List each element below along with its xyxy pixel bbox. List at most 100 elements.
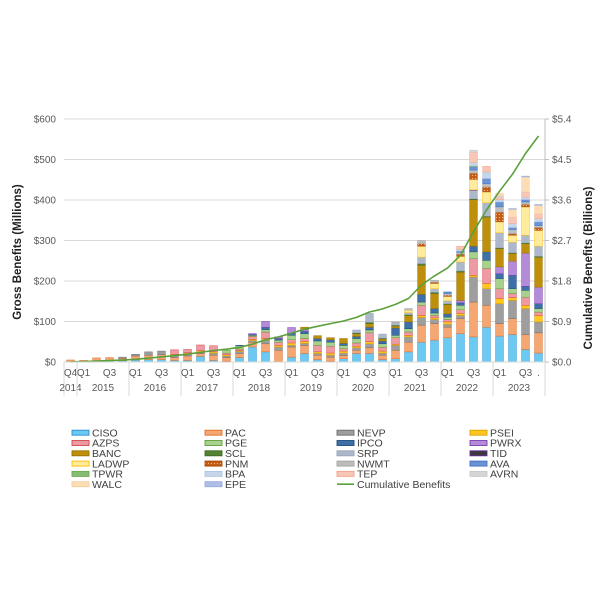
- y-right-tick-label: $0.0: [552, 358, 572, 369]
- y-right-tick-label: $0.9: [552, 317, 572, 328]
- bar-segment-ciso-2019-q1: [287, 356, 296, 363]
- bar-segment-bpa-2023-q3: [521, 196, 530, 200]
- bar-segment-tep-2023-q1: [495, 196, 504, 200]
- bar-segment-pge-2022-q1: [443, 316, 452, 320]
- bar-segment-ladwp-2023-q2: [508, 234, 517, 243]
- bar-segment-ciso-2022-q1: [443, 337, 452, 363]
- bar-segment-banc-2021-q2: [404, 315, 413, 323]
- legend-item-banc: BANC: [71, 448, 122, 460]
- bar-segment-banc-2020-q1: [339, 338, 348, 344]
- bar-segment-banc-2019-q3: [313, 335, 322, 339]
- x-group-label: 2019: [300, 383, 323, 394]
- bar-2022-q1: [443, 291, 452, 363]
- bar-segment-pge-2021-q1: [391, 335, 400, 338]
- legend-item-tep: TEP: [336, 469, 377, 481]
- bar-segment-pnm-2022-q3: [469, 173, 478, 180]
- legend-swatch-ciso: [71, 429, 90, 436]
- legend-swatch-pwrx: [469, 440, 488, 446]
- bar-segment-ladwp-2022-q1: [443, 296, 452, 302]
- legend-item-pwrx: PWRX: [469, 438, 522, 450]
- x-group-label: 2014: [59, 383, 82, 394]
- bar-segment-pac-2023-q2: [508, 318, 517, 335]
- legend-swatch-avrn: [469, 470, 488, 477]
- bar-segment-pac-2021-q1: [391, 350, 400, 359]
- bar-segment-srp-2020-q2: [352, 329, 361, 334]
- bar-segment-nevp-2017-q3: [209, 352, 218, 356]
- bar-segment-pge-2019-q1: [287, 335, 296, 340]
- legend-swatch-ladwp: [71, 460, 90, 467]
- bar-segment-ipco-2023-q2: [508, 275, 517, 289]
- bar-segment-ladwp-2023-q4: [534, 230, 543, 247]
- bar-segment-pnm-2021-q3: [417, 243, 426, 247]
- bar-segment-banc-2022-q2: [456, 271, 465, 301]
- x-tick-label: Q3: [207, 368, 221, 379]
- bar-segment-nevp-2021-q3: [417, 317, 426, 326]
- legend-item-ipco: IPCO: [336, 438, 383, 450]
- x-tick-label: Q3: [363, 368, 377, 379]
- bar-segment-azps-2020-q1: [339, 348, 348, 352]
- bar-segment-epe-2023-q3: [521, 175, 530, 178]
- x-tick-label: Q1: [285, 368, 299, 379]
- x-group-label: 2021: [404, 383, 427, 394]
- bar-2017-q3: [209, 345, 218, 363]
- bar-segment-ciso-2020-q3: [365, 353, 374, 363]
- bar-segment-ladwp-2021-q3: [417, 245, 426, 258]
- bar-2023-q3: [521, 175, 530, 363]
- legend-label: IPCO: [357, 438, 383, 450]
- y-tick-label: $0: [45, 358, 57, 369]
- bar-segment-pac-2023-q4: [534, 332, 543, 354]
- legend-item-tid: TID: [469, 448, 507, 460]
- bar-segment-ipco-2023-q1: [495, 273, 504, 279]
- bar-segment-pge-2021-q2: [404, 328, 413, 333]
- bar-2023-q2: [508, 208, 517, 363]
- y-tick-label: $200: [34, 277, 57, 288]
- bar-segment-banc-2020-q4: [378, 338, 387, 342]
- bar-2017-q4: [222, 350, 231, 363]
- bar-segment-ava-2023-q2: [508, 227, 517, 230]
- bar-segment-ipco-2023-q3: [521, 286, 530, 291]
- bar-2019-q3: [313, 335, 322, 363]
- bar-segment-ciso-2018-q1: [235, 357, 244, 363]
- bar-2022-q3: [469, 149, 478, 363]
- bar-segment-ciso-2022-q3: [469, 336, 478, 363]
- bar-segment-pwrx-2023-q2: [508, 260, 517, 276]
- right-axis-title: Cumulative Benefits (Billions): [583, 186, 595, 349]
- bar-segment-srp-2020-q3: [365, 313, 374, 323]
- bar-segment-azps-2020-q4: [378, 347, 387, 352]
- cumulative-benefits-line: [70, 135, 540, 363]
- legend-label: PAC: [225, 427, 246, 439]
- cumulative-line-layer: [70, 135, 540, 363]
- bar-segment-pac-2022-q4: [482, 305, 491, 328]
- bar-segment-nevp-2015-q4: [118, 356, 127, 359]
- bar-segment-nwmt-2021-q2: [404, 308, 413, 311]
- legend-item-ava: AVA: [469, 458, 509, 470]
- bar-segment-ciso-2023-q3: [521, 349, 530, 363]
- bar-segment-nwmt-2023-q1: [495, 206, 504, 213]
- bar-segment-azps-2020-q2: [352, 342, 361, 347]
- left-axis-title: Gross Benefits (Millions): [12, 184, 24, 320]
- bar-segment-ciso-2020-q2: [352, 353, 361, 363]
- bar-segment-pge-2020-q4: [378, 343, 387, 348]
- bar-segment-ipco-2018-q3: [261, 326, 270, 330]
- legend-item-pnm: PNM: [204, 458, 248, 470]
- bar-segment-nevp-2023-q1: [495, 303, 504, 324]
- bar-segment-psei-2020-q4: [378, 350, 387, 354]
- legend-item-ladwp: LADWP: [71, 458, 129, 470]
- bar-segment-pac-2019-q2: [300, 345, 309, 354]
- bar-segment-ciso-2022-q4: [482, 326, 491, 363]
- left-y-axis: $0 $100 $200 $300 $400 $500 $600: [34, 115, 57, 369]
- bar-segment-banc-2021-q4: [430, 293, 439, 309]
- bar-2016-q2: [144, 351, 153, 363]
- bar-segment-pac-2018-q4: [274, 350, 283, 362]
- bar-segment-ava-2023-q3: [521, 199, 530, 203]
- bar-segment-ava-2022-q1: [443, 291, 452, 294]
- bar-segment-srp-2020-q4: [378, 333, 387, 339]
- legend-item-bpa: BPA: [204, 469, 245, 481]
- bar-segment-srp-2022-q3: [469, 190, 478, 200]
- bar-segment-epe-2023-q4: [534, 204, 543, 206]
- x-tick-label: Q1: [389, 368, 403, 379]
- y-right-tick-label: $3.6: [552, 196, 572, 207]
- bar-segment-psei-2022-q4: [482, 283, 491, 289]
- bar-segment-azps-2021-q3: [417, 305, 426, 316]
